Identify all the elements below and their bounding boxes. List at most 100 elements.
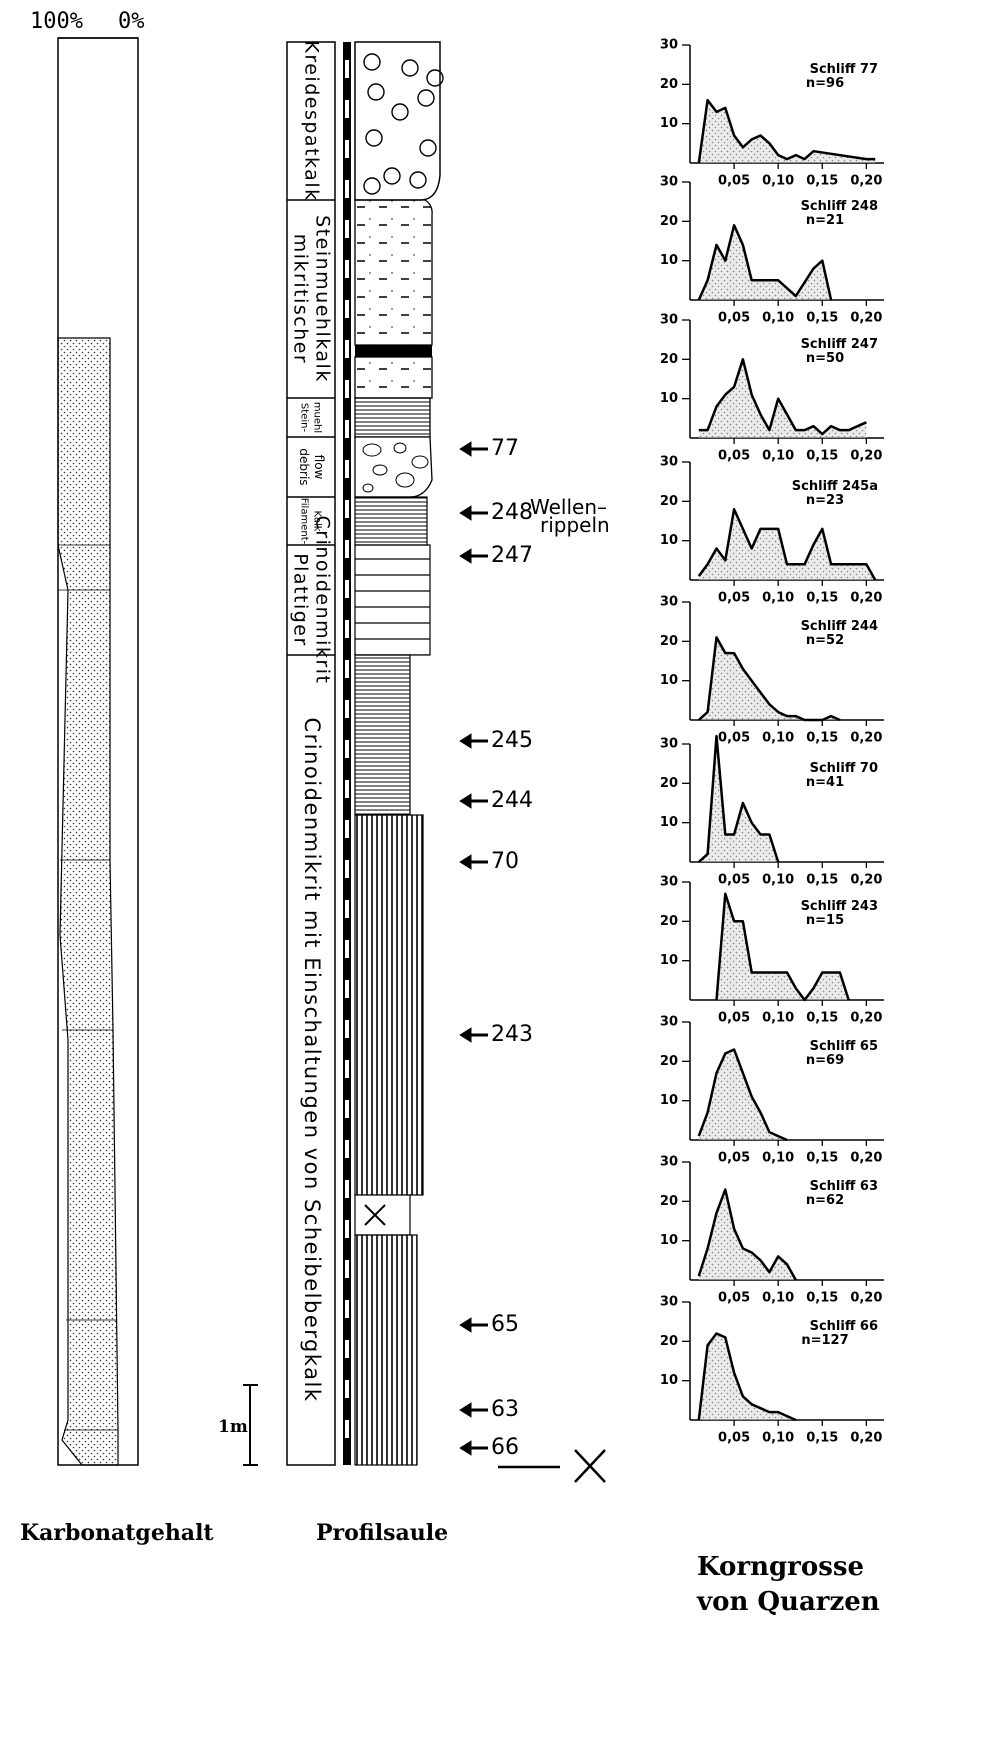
chart-subtitle: n=52 — [806, 633, 844, 648]
x-tick-label: 0,10 — [762, 174, 794, 189]
chart-title: Schliff 243 — [801, 899, 878, 914]
x-tick-label: 0,20 — [850, 449, 882, 464]
scale-dash — [345, 1380, 349, 1398]
panel-title: von Quarzen — [696, 1587, 880, 1617]
sample-label: 245 — [491, 728, 533, 753]
y-tick-label: 10 — [660, 953, 678, 968]
scale-dash — [345, 580, 349, 598]
nodular-bed — [355, 398, 430, 437]
chart-title: Schliff 77 — [810, 62, 878, 77]
y-tick-label: 10 — [660, 1233, 678, 1248]
y-tick-label: 10 — [660, 673, 678, 688]
y-tick-label: 20 — [660, 914, 678, 929]
debris-bed — [355, 437, 432, 497]
x-tick-label: 0,05 — [718, 311, 750, 326]
y-tick-label: 20 — [660, 352, 678, 367]
y-tick-label: 30 — [660, 737, 678, 752]
platy-bed — [355, 545, 430, 655]
chart-subtitle: n=69 — [806, 1053, 844, 1068]
scale-dash — [345, 1260, 349, 1278]
y-tick-label: 30 — [660, 1295, 678, 1310]
scale-dash — [345, 260, 349, 278]
x-tick-label: 0,10 — [762, 449, 794, 464]
x-tick-label: 0,15 — [806, 1011, 838, 1026]
unit-label: debris — [297, 448, 311, 485]
x-tick-label: 0,15 — [806, 1151, 838, 1166]
y-tick-label: 30 — [660, 1155, 678, 1170]
scale-dash — [345, 540, 349, 558]
scale-dash — [345, 860, 349, 878]
scale-dash — [345, 1340, 349, 1358]
chart-title: Schliff 248 — [801, 199, 878, 214]
sample-label: 70 — [491, 849, 519, 874]
y-tick-label: 20 — [660, 776, 678, 791]
chart-subtitle: n=23 — [806, 493, 844, 508]
x-tick-label: 0,05 — [718, 731, 750, 746]
scheibelberg-beds — [355, 815, 423, 1195]
y-tick-label: 30 — [660, 875, 678, 890]
chart-subtitle: n=41 — [806, 775, 844, 790]
x-tick-label: 0,20 — [850, 1011, 882, 1026]
x-tick-label: 0,05 — [718, 1151, 750, 1166]
unit-label: Kreidespatkalk — [301, 40, 323, 201]
panel-title: Karbonatgehalt — [20, 1520, 214, 1546]
chart-title: Schliff 244 — [801, 619, 878, 634]
sample-label: 77 — [491, 436, 519, 461]
panel-title: Profilsaule — [316, 1520, 448, 1546]
sample-label: 63 — [491, 1397, 519, 1422]
sample-label: 66 — [491, 1435, 519, 1460]
scale-dash — [345, 1420, 349, 1438]
sample-arrow — [462, 736, 488, 746]
x-tick-label: 0,20 — [850, 1151, 882, 1166]
unit-label: Crinoidenmikrit mit Einschaltungen von S… — [300, 718, 324, 1403]
x-tick-label: 0,20 — [850, 1431, 882, 1446]
scale-dash — [345, 180, 349, 198]
x-tick-label: 0,15 — [806, 449, 838, 464]
y-tick-label: 20 — [660, 1334, 678, 1349]
carbonate-area — [58, 338, 118, 1465]
y-tick-label: 20 — [660, 77, 678, 92]
filament-bed — [355, 497, 427, 545]
scale-dash — [345, 820, 349, 838]
y-tick-label: 30 — [660, 175, 678, 190]
x-tick-label: 0,15 — [806, 311, 838, 326]
scale-dash — [345, 1300, 349, 1318]
y-tick-label: 20 — [660, 634, 678, 649]
x-tick-label: 0,10 — [762, 731, 794, 746]
unit-label: Filament- — [299, 498, 310, 545]
scale-dash — [345, 300, 349, 318]
chart-title: Schliff 247 — [801, 337, 878, 352]
x-tick-label: 0,05 — [718, 1291, 750, 1306]
figure: 100% 0% — [0, 0, 997, 1754]
y-tick-label: 20 — [660, 494, 678, 509]
scale-dash — [345, 780, 349, 798]
area-fill-tint — [699, 637, 840, 720]
y-tick-label: 10 — [660, 1373, 678, 1388]
x-tick-label: 0,15 — [806, 873, 838, 888]
micrite-bed — [355, 357, 432, 398]
scale-dash — [345, 220, 349, 238]
sample-arrow — [462, 796, 488, 806]
scale-dash — [345, 340, 349, 358]
scale-dash — [345, 500, 349, 518]
area-fill-tint — [699, 1190, 796, 1281]
unit-label: muehl — [312, 402, 323, 433]
scale-dash — [345, 60, 349, 78]
x-tick-label: 0,10 — [762, 311, 794, 326]
crinoid-bed — [355, 655, 410, 815]
x-tick-label: 0,15 — [806, 591, 838, 606]
covered-bed — [355, 1195, 410, 1235]
unit-label: Plattiger — [290, 553, 312, 647]
sample-arrow — [462, 1443, 488, 1453]
scale-dash — [345, 140, 349, 158]
chart-title: Schliff 65 — [810, 1039, 878, 1054]
page: 100% 0% — [0, 0, 997, 1754]
scale-dash — [345, 1020, 349, 1038]
sample-arrow — [462, 508, 488, 518]
scale-dash — [345, 1140, 349, 1158]
scale-dash — [345, 420, 349, 438]
annotation: rippeln — [540, 513, 610, 537]
y-tick-label: 30 — [660, 313, 678, 328]
y-tick-label: 10 — [660, 815, 678, 830]
unit-label: Stein- — [299, 403, 310, 433]
